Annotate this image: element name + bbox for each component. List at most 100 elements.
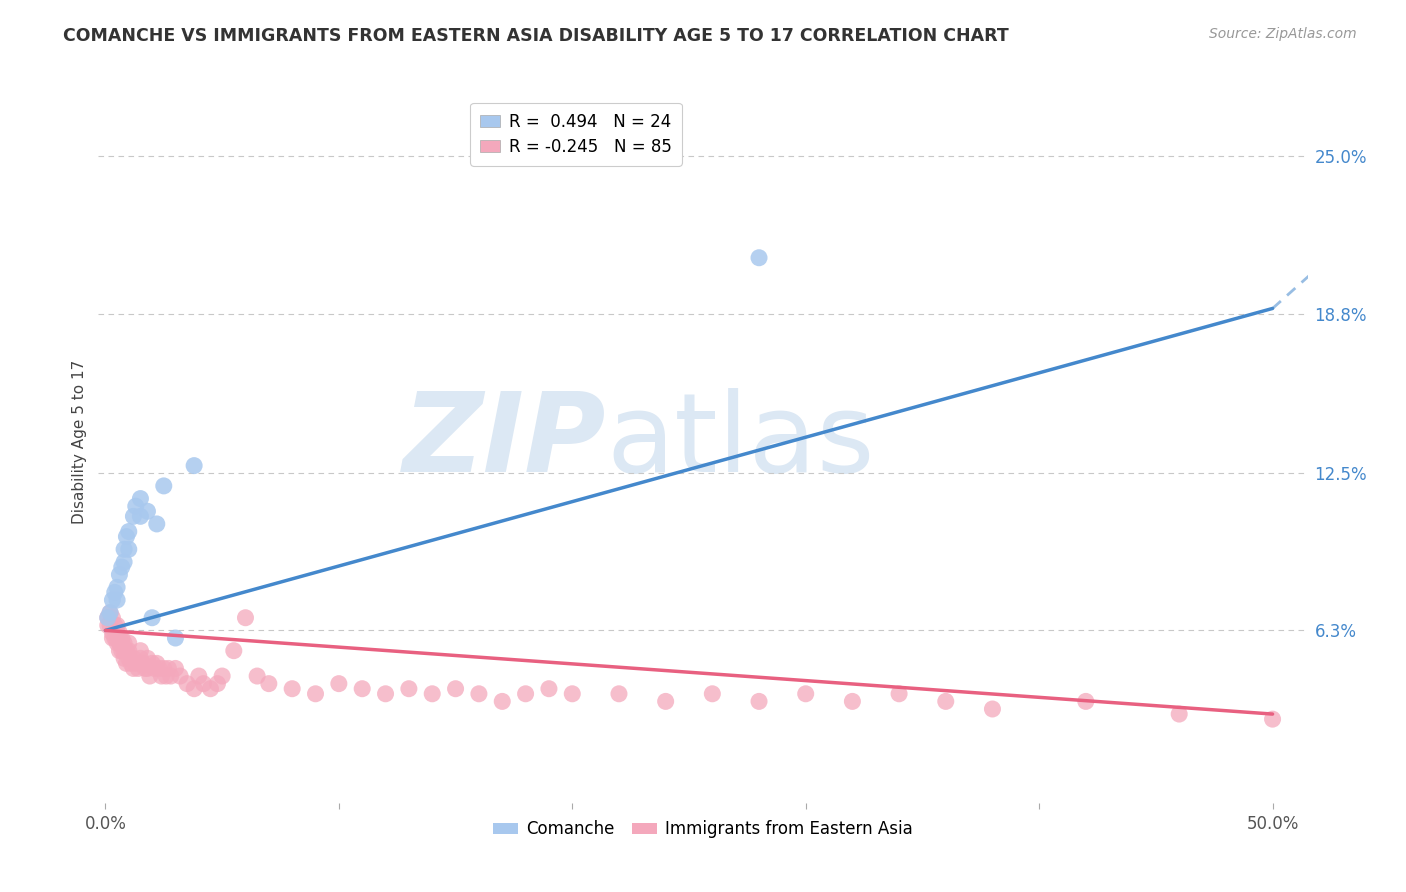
Text: atlas: atlas bbox=[606, 388, 875, 495]
Point bbox=[98, 606, 121, 620]
Point bbox=[146, 657, 169, 671]
Point bbox=[108, 636, 131, 650]
Point bbox=[193, 676, 215, 690]
Point bbox=[134, 661, 156, 675]
Point bbox=[561, 687, 583, 701]
Text: ZIP: ZIP bbox=[402, 388, 606, 495]
Point bbox=[257, 676, 280, 690]
Point bbox=[112, 643, 135, 657]
Point bbox=[112, 555, 135, 569]
Point bbox=[115, 643, 138, 657]
Point bbox=[118, 524, 141, 539]
Y-axis label: Disability Age 5 to 17: Disability Age 5 to 17 bbox=[72, 359, 87, 524]
Point bbox=[139, 669, 162, 683]
Point bbox=[136, 504, 159, 518]
Point bbox=[165, 661, 187, 675]
Point bbox=[112, 651, 135, 665]
Point bbox=[748, 694, 770, 708]
Point bbox=[97, 611, 120, 625]
Point bbox=[1261, 712, 1284, 726]
Text: COMANCHE VS IMMIGRANTS FROM EASTERN ASIA DISABILITY AGE 5 TO 17 CORRELATION CHAR: COMANCHE VS IMMIGRANTS FROM EASTERN ASIA… bbox=[63, 27, 1010, 45]
Point bbox=[143, 661, 166, 675]
Point bbox=[159, 669, 181, 683]
Point bbox=[108, 567, 131, 582]
Point bbox=[125, 657, 148, 671]
Point bbox=[152, 661, 174, 675]
Point bbox=[152, 479, 174, 493]
Point bbox=[150, 669, 173, 683]
Point bbox=[841, 694, 863, 708]
Point bbox=[169, 669, 191, 683]
Point bbox=[468, 687, 491, 701]
Point bbox=[105, 618, 128, 632]
Point bbox=[129, 509, 152, 524]
Point bbox=[281, 681, 304, 696]
Point bbox=[108, 643, 131, 657]
Point bbox=[515, 687, 537, 701]
Point bbox=[118, 651, 141, 665]
Point bbox=[111, 560, 134, 574]
Point bbox=[127, 661, 149, 675]
Point bbox=[122, 509, 145, 524]
Point bbox=[111, 631, 134, 645]
Point bbox=[748, 251, 770, 265]
Point bbox=[654, 694, 676, 708]
Point bbox=[129, 651, 152, 665]
Point bbox=[246, 669, 269, 683]
Point bbox=[129, 643, 152, 657]
Point bbox=[887, 687, 910, 701]
Point bbox=[105, 626, 128, 640]
Point bbox=[148, 661, 170, 675]
Point bbox=[183, 681, 205, 696]
Point bbox=[104, 585, 127, 599]
Point bbox=[200, 681, 222, 696]
Point bbox=[105, 593, 128, 607]
Point bbox=[125, 499, 148, 513]
Point bbox=[120, 657, 142, 671]
Point bbox=[374, 687, 396, 701]
Point bbox=[115, 657, 138, 671]
Point bbox=[101, 611, 124, 625]
Point bbox=[537, 681, 560, 696]
Point bbox=[101, 631, 124, 645]
Legend: Comanche, Immigrants from Eastern Asia: Comanche, Immigrants from Eastern Asia bbox=[486, 814, 920, 845]
Point bbox=[183, 458, 205, 473]
Point bbox=[304, 687, 326, 701]
Point bbox=[607, 687, 630, 701]
Point bbox=[398, 681, 420, 696]
Point bbox=[97, 618, 120, 632]
Point bbox=[1074, 694, 1097, 708]
Point bbox=[328, 676, 350, 690]
Point bbox=[98, 618, 121, 632]
Point bbox=[141, 611, 163, 625]
Point bbox=[118, 636, 141, 650]
Point bbox=[141, 657, 163, 671]
Point bbox=[491, 694, 513, 708]
Point bbox=[98, 606, 121, 620]
Point bbox=[352, 681, 374, 696]
Point bbox=[112, 542, 135, 557]
Point bbox=[101, 593, 124, 607]
Point bbox=[444, 681, 467, 696]
Point bbox=[118, 542, 141, 557]
Point bbox=[118, 643, 141, 657]
Point bbox=[122, 661, 145, 675]
Point bbox=[111, 643, 134, 657]
Point bbox=[981, 702, 1004, 716]
Point bbox=[155, 669, 177, 683]
Point bbox=[115, 530, 138, 544]
Point bbox=[105, 580, 128, 594]
Point bbox=[136, 661, 159, 675]
Point bbox=[101, 626, 124, 640]
Point bbox=[104, 631, 127, 645]
Point bbox=[97, 611, 120, 625]
Point bbox=[146, 516, 169, 531]
Point bbox=[207, 676, 229, 690]
Point bbox=[702, 687, 724, 701]
Point bbox=[187, 669, 209, 683]
Point bbox=[157, 661, 180, 675]
Point bbox=[108, 626, 131, 640]
Point bbox=[132, 657, 155, 671]
Point bbox=[420, 687, 443, 701]
Point bbox=[794, 687, 817, 701]
